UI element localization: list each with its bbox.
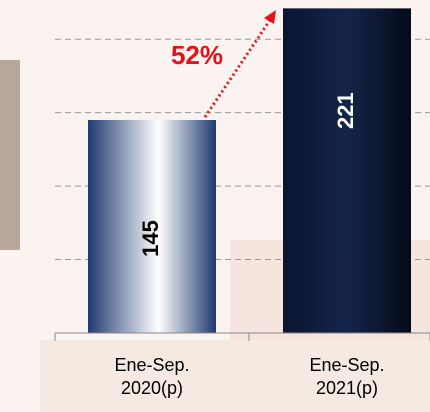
value-label: 145 [138,220,163,257]
bar [88,120,216,333]
arrow-head [264,10,276,24]
annotation: 52% [171,40,223,70]
value-label: 221 [333,92,358,129]
background-photo [0,60,20,250]
bar [283,8,411,333]
x-tick-label: Ene-Sep. 2021(p) [309,355,385,398]
background-pattern [40,340,430,412]
x-tick-label: Ene-Sep. 2020(p) [114,355,190,398]
